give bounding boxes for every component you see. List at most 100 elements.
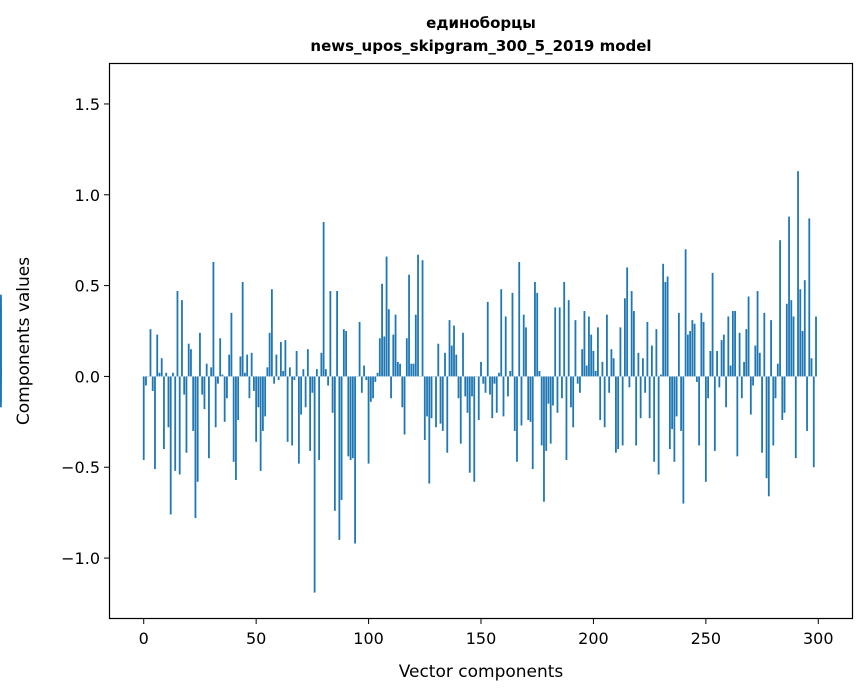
- bar: [684, 249, 687, 377]
- bar: [369, 376, 372, 402]
- bar: [381, 283, 383, 377]
- bar: [351, 376, 354, 459]
- bar: [367, 376, 370, 464]
- bar: [392, 334, 395, 377]
- bar: [761, 376, 763, 453]
- bar: [545, 376, 548, 451]
- y-axis-ticks: −1.0 −0.5 0.0 0.5 1.0 1.5: [61, 95, 110, 568]
- y-tick-label: 1.5: [75, 95, 100, 114]
- bar: [410, 363, 413, 377]
- bar: [529, 376, 532, 422]
- bar: [210, 367, 213, 377]
- chart-title: единоборцы: [426, 14, 536, 32]
- bar: [174, 376, 177, 471]
- bar: [504, 316, 507, 377]
- bar: [502, 376, 505, 417]
- bar: [455, 354, 458, 377]
- bar: [792, 316, 795, 377]
- bar: [722, 334, 725, 377]
- bar: [457, 376, 460, 399]
- bar: [561, 376, 563, 399]
- bar: [644, 376, 647, 393]
- bar: [641, 358, 644, 377]
- bar: [507, 376, 509, 397]
- bar: [513, 376, 516, 431]
- bar: [731, 311, 734, 377]
- bar: [347, 376, 350, 457]
- bar: [680, 376, 683, 431]
- bar: [183, 376, 186, 395]
- bar: [441, 376, 444, 431]
- bar: [612, 358, 615, 377]
- bar: [403, 376, 406, 435]
- bar: [255, 376, 258, 442]
- bar: [358, 321, 361, 377]
- bar: [763, 312, 766, 377]
- bar: [630, 291, 633, 377]
- bar: [223, 376, 226, 422]
- bar: [345, 331, 347, 377]
- bar: [232, 376, 235, 462]
- bar: [689, 331, 692, 377]
- bar: [745, 329, 748, 377]
- bar: [664, 281, 667, 377]
- bar: [349, 376, 352, 460]
- bar: [228, 354, 231, 377]
- bar: [304, 376, 307, 408]
- bar: [333, 376, 336, 511]
- bar: [468, 376, 471, 473]
- bar: [250, 352, 253, 377]
- bar: [311, 376, 314, 393]
- bar: [423, 376, 426, 440]
- bar: [495, 376, 498, 413]
- bar: [208, 376, 210, 459]
- bar: [329, 291, 332, 377]
- bar: [522, 314, 525, 377]
- bar: [270, 289, 273, 377]
- bar: [646, 321, 649, 377]
- bar: [671, 376, 674, 430]
- bar: [713, 376, 716, 451]
- bar: [257, 376, 260, 408]
- bar: [439, 376, 442, 424]
- y-tick-label: 0.5: [75, 277, 100, 296]
- bar: [543, 376, 545, 502]
- bar: [743, 361, 745, 377]
- bar: [275, 354, 278, 377]
- bar: [226, 376, 228, 399]
- bar: [378, 338, 381, 377]
- bar: [430, 376, 433, 419]
- bar: [383, 336, 386, 377]
- bar: [149, 329, 152, 377]
- bar: [176, 291, 179, 377]
- x-tick-label: 300: [803, 629, 834, 648]
- bar: [471, 376, 473, 397]
- x-tick-label: 100: [353, 629, 384, 648]
- bar: [199, 332, 201, 377]
- bar: [698, 376, 700, 446]
- bar: [446, 376, 449, 453]
- bar: [639, 376, 642, 419]
- bar: [428, 376, 431, 484]
- bar: [516, 376, 518, 462]
- bar: [421, 260, 424, 377]
- bar: [603, 376, 606, 428]
- bar: [677, 312, 680, 377]
- bar: [610, 349, 613, 377]
- bar: [797, 171, 799, 377]
- bar: [279, 341, 282, 377]
- bar: [666, 276, 669, 377]
- bar: [772, 376, 775, 446]
- bar: [288, 367, 291, 377]
- bar: [286, 376, 289, 442]
- bar: [390, 376, 392, 399]
- bar: [151, 376, 154, 391]
- bar: [601, 361, 604, 377]
- bar: [262, 376, 264, 431]
- bar: [412, 363, 415, 377]
- bar: [736, 376, 739, 457]
- bar: [477, 376, 480, 421]
- bar: [417, 254, 419, 377]
- bar: [302, 369, 305, 377]
